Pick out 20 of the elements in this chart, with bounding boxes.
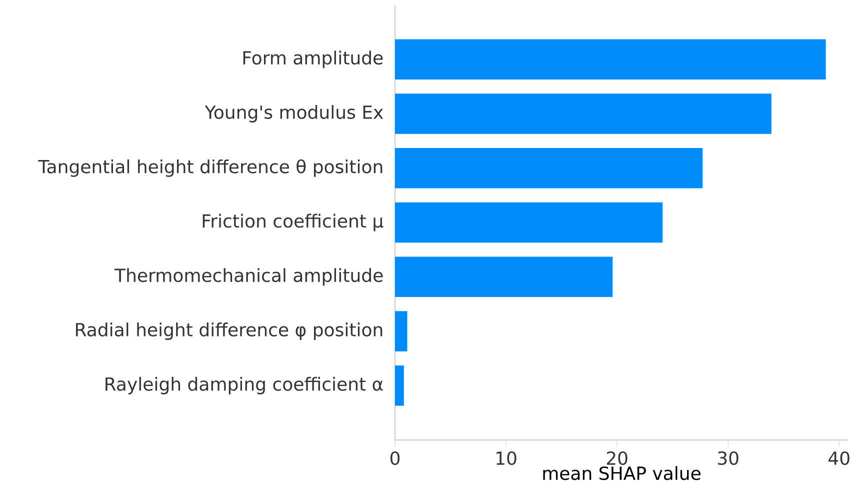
bar xyxy=(395,256,613,297)
y-tick-label: Rayleigh damping coefficient α xyxy=(106,376,383,394)
bar xyxy=(395,148,703,188)
x-axis-title: mean SHAP value xyxy=(543,466,700,480)
y-tick-label: Friction coefficient μ xyxy=(202,214,384,232)
bar xyxy=(395,311,408,352)
y-tick-label: Tangential height difference θ position xyxy=(38,159,382,177)
x-tick-label: 40 xyxy=(828,451,850,465)
y-tick-label: Form amplitude xyxy=(243,50,383,68)
bar xyxy=(395,94,772,134)
y-tick-label: Young's modulus Ex xyxy=(204,105,384,122)
x-tick-label: 10 xyxy=(496,451,516,465)
bar xyxy=(395,202,663,243)
bar xyxy=(395,39,826,80)
bar xyxy=(395,366,404,406)
x-tick-label: 30 xyxy=(718,451,738,465)
y-tick-label: Radial height difference φ position xyxy=(76,322,382,340)
x-tick-label: 0 xyxy=(390,451,400,465)
x-tick-label: 20 xyxy=(606,451,628,465)
y-tick-label: Thermomechanical amplitude xyxy=(114,268,383,286)
